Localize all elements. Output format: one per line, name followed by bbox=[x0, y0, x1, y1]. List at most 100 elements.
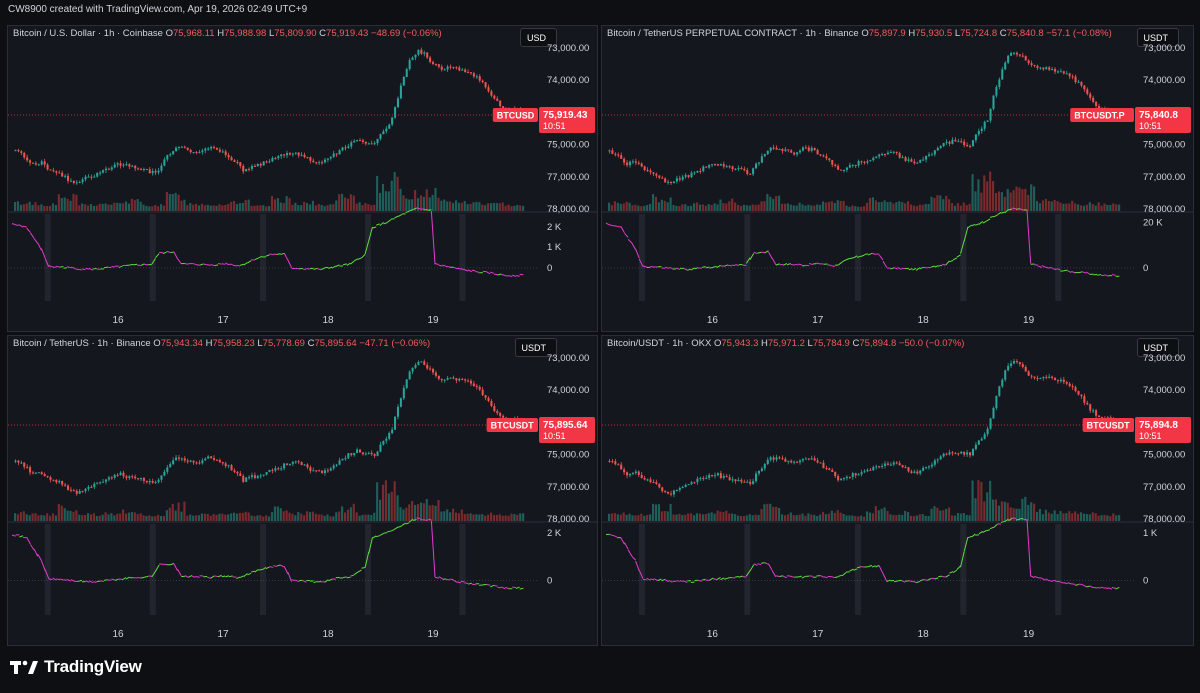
candle-body bbox=[353, 140, 356, 143]
candle-body bbox=[262, 474, 265, 476]
volume-bar bbox=[997, 191, 1001, 211]
candle-body bbox=[1010, 52, 1013, 56]
candle-body bbox=[455, 67, 458, 69]
volume-bar bbox=[355, 203, 358, 211]
candle-body bbox=[1054, 69, 1057, 72]
symbol-legend: Bitcoin / U.S. Dollar · 1h · Coinbase O7… bbox=[13, 28, 442, 39]
chart-panel-btcusdt-okx[interactable]: Bitcoin/USDT · 1h · OKX O75,943.3 H75,97… bbox=[601, 335, 1194, 646]
candle-body bbox=[1030, 375, 1033, 377]
volume-bar bbox=[443, 511, 446, 521]
volume-bar bbox=[498, 203, 501, 211]
chart-panel-btcusdt-perp-binance[interactable]: Bitcoin / TetherUS PERPETUAL CONTRACT · … bbox=[601, 25, 1194, 332]
candle-body bbox=[1033, 65, 1036, 67]
currency-button[interactable]: USDT bbox=[514, 338, 557, 357]
cvd-segment bbox=[398, 525, 403, 528]
volume-bar bbox=[704, 205, 707, 211]
volume-bar bbox=[748, 205, 751, 211]
volume-bar bbox=[107, 514, 110, 521]
volume-bar bbox=[921, 514, 924, 521]
candle-body bbox=[72, 490, 75, 492]
candle-body bbox=[318, 162, 321, 164]
open-value: 75,943.34 bbox=[160, 338, 203, 349]
candle-body bbox=[693, 172, 696, 174]
candle-body bbox=[297, 461, 300, 463]
volume-bar bbox=[865, 202, 869, 211]
chart-panel-btcusd-coinbase[interactable]: Bitcoin / U.S. Dollar · 1h · Coinbase O7… bbox=[7, 25, 598, 332]
low-value: 75,724.8 bbox=[960, 28, 998, 39]
cvd-segment bbox=[254, 257, 259, 260]
date-axis-tick: 19 bbox=[427, 629, 439, 640]
volume-bar bbox=[14, 513, 17, 521]
currency-button[interactable]: USDT bbox=[1136, 28, 1179, 47]
price-axis-tick: 78,000.00 bbox=[547, 204, 589, 215]
volume-bar bbox=[760, 509, 763, 521]
volume-bar bbox=[230, 201, 233, 211]
tradingview-logo[interactable]: TradingView bbox=[10, 657, 142, 677]
candle-body bbox=[1036, 65, 1039, 68]
volume-bar bbox=[939, 195, 942, 211]
cvd-segment bbox=[331, 265, 336, 269]
volume-bar bbox=[335, 200, 338, 211]
volume-bar bbox=[886, 510, 889, 521]
candle-body bbox=[743, 481, 746, 483]
cvd-segment bbox=[464, 269, 469, 272]
candle-body bbox=[840, 169, 843, 171]
volume-bar bbox=[72, 193, 75, 211]
candle-body bbox=[1007, 55, 1010, 63]
volume-bar bbox=[933, 506, 936, 521]
candle-body bbox=[766, 459, 769, 465]
high-value: 75,988.98 bbox=[224, 28, 267, 39]
volume-bar bbox=[1044, 509, 1047, 521]
currency-button[interactable]: USDT bbox=[1136, 338, 1179, 357]
volume-bar bbox=[716, 204, 719, 211]
volume-bar bbox=[300, 205, 303, 211]
candle-body bbox=[1045, 67, 1048, 70]
session-shade bbox=[260, 214, 266, 301]
candle-body bbox=[1010, 363, 1013, 366]
volume-bar bbox=[649, 203, 652, 211]
price-axis-tick: 73,000.00 bbox=[547, 353, 589, 364]
cvd-segment bbox=[735, 264, 740, 266]
candle-body bbox=[655, 173, 658, 176]
date-axis-tick: 18 bbox=[322, 315, 334, 326]
candle-body bbox=[746, 170, 749, 174]
candle-body bbox=[822, 462, 825, 469]
cvd-segment bbox=[838, 574, 843, 577]
price-axis-tick: 74,000.00 bbox=[547, 75, 589, 86]
volume-bar bbox=[660, 199, 663, 211]
volume-bar bbox=[704, 514, 707, 521]
symbol-name: Bitcoin / TetherUS · 1h · Binance bbox=[13, 338, 151, 349]
volume-bar bbox=[489, 512, 493, 521]
cvd-segment bbox=[908, 268, 913, 271]
volume-bar bbox=[189, 203, 192, 211]
candle-body bbox=[678, 178, 681, 180]
volume-bar bbox=[895, 515, 898, 521]
candle-body bbox=[623, 158, 626, 163]
chart-panel-btcusdt-binance[interactable]: Bitcoin / TetherUS · 1h · Binance O75,94… bbox=[7, 335, 598, 646]
cvd-segment bbox=[753, 563, 758, 566]
volume-bar bbox=[14, 202, 17, 211]
volume-bar bbox=[1024, 188, 1027, 211]
cvd-segment bbox=[225, 575, 230, 578]
cvd-segment bbox=[934, 265, 939, 268]
volume-bar bbox=[874, 200, 877, 211]
cvd-segment bbox=[849, 568, 854, 572]
cvd-segment bbox=[501, 586, 506, 590]
candle-body bbox=[711, 164, 714, 166]
cvd-segment bbox=[442, 264, 447, 267]
volume-bar bbox=[687, 513, 690, 521]
volume-bar bbox=[212, 514, 215, 521]
cvd-segment bbox=[871, 565, 876, 568]
candle-body bbox=[493, 406, 496, 412]
volume-bar bbox=[507, 204, 510, 211]
cvd-segment bbox=[493, 584, 498, 587]
cvd-segment bbox=[273, 565, 277, 567]
candle-body bbox=[78, 490, 81, 494]
candle-body bbox=[775, 147, 778, 150]
currency-button[interactable]: USD bbox=[519, 28, 557, 47]
candle-body bbox=[995, 395, 998, 408]
cvd-segment bbox=[1085, 271, 1091, 275]
candle-body bbox=[863, 162, 866, 164]
cvd-segment bbox=[37, 242, 42, 251]
volume-bar bbox=[457, 513, 460, 521]
